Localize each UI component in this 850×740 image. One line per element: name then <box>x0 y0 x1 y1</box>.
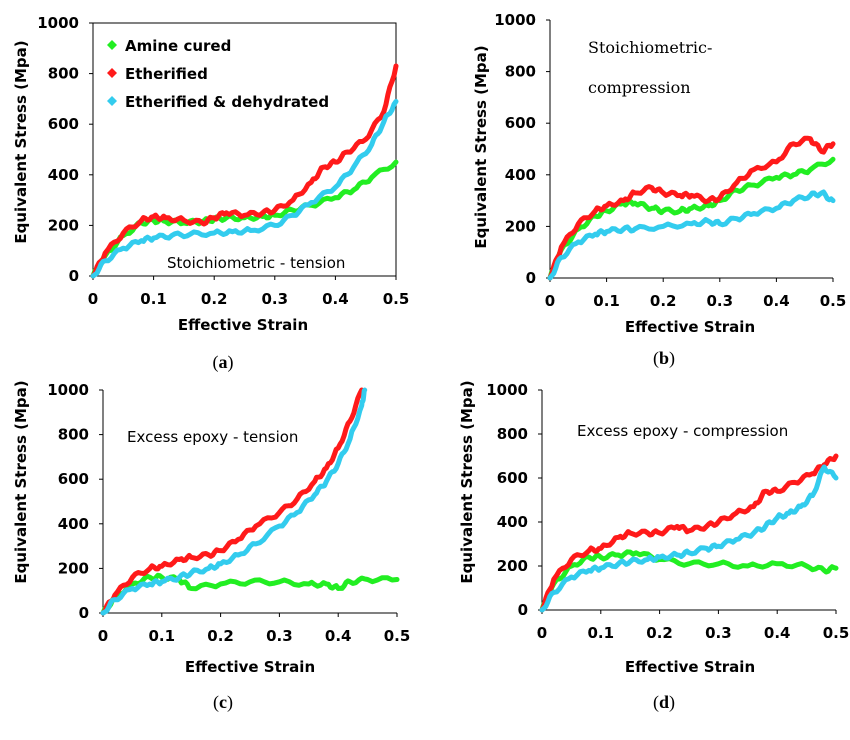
x-tick-label: 0.2 <box>201 290 228 308</box>
x-tick-label: 0.4 <box>764 624 791 642</box>
y-tick-label: 1000 <box>47 381 89 399</box>
x-tick-label: 0.2 <box>646 624 673 642</box>
legend-marker-amine-cured <box>107 40 117 50</box>
series-line-etherified-dehydrated <box>100 387 368 616</box>
series-line-amine-cured <box>539 549 839 613</box>
x-tick-label: 0 <box>98 627 108 645</box>
y-axis-title: Equivalent Stress (Mpa) <box>472 45 490 248</box>
x-axis-title: Effective Strain <box>185 658 315 676</box>
panel-c: Equivalent Stress (Mpa) Effective Strain… <box>12 380 410 676</box>
annotation-line-1: Stoichiometric- <box>588 38 712 57</box>
series-line-etherified <box>547 135 836 281</box>
x-tick-label: 0 <box>88 290 98 308</box>
svg-text:Equivalent Stress (Mpa): Equivalent Stress (Mpa) <box>12 40 30 243</box>
legend-marker-etherified-dehydrated <box>107 96 117 106</box>
y-tick-label: 400 <box>48 166 79 184</box>
x-tick-label: 0.5 <box>383 290 410 308</box>
legend-marker-etherified <box>107 68 117 78</box>
series-line-etherified-dehydrated <box>539 464 839 613</box>
y-tick-label: 600 <box>58 470 89 488</box>
y-tick-label: 400 <box>505 166 536 184</box>
y-tick-label: 0 <box>79 604 89 622</box>
panel-b: Equivalent Stress (Mpa) Effective Strain… <box>472 11 846 336</box>
y-tick-label: 800 <box>58 426 89 444</box>
annotation-line-2: compression <box>588 78 691 97</box>
x-tick-label: 0.5 <box>384 627 411 645</box>
legend-label-amine: Amine cured <box>125 37 231 55</box>
x-tick-label: 0.1 <box>140 290 167 308</box>
y-tick-label: 800 <box>505 63 536 81</box>
x-tick-label: 0.3 <box>262 290 289 308</box>
y-tick-label: 400 <box>497 513 528 531</box>
x-tick-label: 0.4 <box>325 627 352 645</box>
y-tick-label: 800 <box>497 425 528 443</box>
y-tick-label: 400 <box>58 515 89 533</box>
x-tick-label: 0.2 <box>650 292 677 310</box>
panel-d: Equivalent Stress (Mpa) Effective Strain… <box>458 380 849 676</box>
y-tick-label: 200 <box>48 216 79 234</box>
legend-label-etherified: Etherified <box>125 65 208 83</box>
series-line-amine-cured <box>100 572 400 616</box>
x-tick-label: 0.1 <box>588 624 615 642</box>
x-tick-label: 0.4 <box>763 292 790 310</box>
caption-c: (c) <box>213 692 233 713</box>
x-tick-label: 0.5 <box>823 624 850 642</box>
y-tick-label: 200 <box>505 217 536 235</box>
x-tick-label: 0.3 <box>705 624 732 642</box>
y-axis-title: Equivalent Stress (Mpa) <box>12 380 30 583</box>
annotation: Excess epoxy - compression <box>577 422 788 440</box>
annotation: Stoichiometric - tension <box>167 254 345 272</box>
caption-d: (d) <box>653 692 675 713</box>
x-tick-label: 0 <box>537 624 547 642</box>
y-tick-label: 200 <box>58 559 89 577</box>
y-tick-label: 1000 <box>486 381 528 399</box>
y-tick-label: 200 <box>497 557 528 575</box>
series-line-etherified <box>100 387 365 616</box>
x-tick-label: 0.1 <box>593 292 620 310</box>
x-tick-label: 0.5 <box>820 292 847 310</box>
x-axis-title: Effective Strain <box>625 658 755 676</box>
legend: Amine cured Etherified Etherified & dehy… <box>125 37 329 111</box>
series-line-etherified <box>90 63 399 279</box>
legend-label-dehydrated: Etherified & dehydrated <box>125 93 329 111</box>
caption-a: (a) <box>213 352 234 373</box>
y-tick-label: 1000 <box>494 11 536 29</box>
x-tick-label: 0 <box>545 292 555 310</box>
x-tick-label: 0.3 <box>266 627 293 645</box>
x-tick-label: 0.1 <box>149 627 176 645</box>
x-tick-label: 0.2 <box>207 627 234 645</box>
y-tick-label: 800 <box>48 65 79 83</box>
y-tick-label: 0 <box>526 269 536 287</box>
annotation: Excess epoxy - tension <box>127 428 298 446</box>
x-tick-label: 0.4 <box>322 290 349 308</box>
series-line-etherified-dehydrated <box>547 189 836 281</box>
y-tick-label: 1000 <box>37 14 79 32</box>
x-axis-title: Effective Strain <box>178 316 308 334</box>
x-tick-label: 0.3 <box>707 292 734 310</box>
series-line-etherified <box>539 453 839 613</box>
y-tick-label: 600 <box>505 114 536 132</box>
series-line-etherified-dehydrated <box>90 98 399 279</box>
caption-b: (b) <box>653 348 675 369</box>
x-axis-title: Effective Strain <box>625 318 755 336</box>
panel-a: Equivalent Stress (Mpa) Effective Strain… <box>12 14 409 334</box>
series-line-amine-cured <box>547 156 836 281</box>
y-tick-label: 0 <box>518 601 528 619</box>
y-axis-title: Equivalent Stress (Mpa) <box>12 40 30 243</box>
y-tick-label: 600 <box>497 469 528 487</box>
y-tick-label: 600 <box>48 115 79 133</box>
y-axis-title: Equivalent Stress (Mpa) <box>458 380 476 583</box>
y-tick-label: 0 <box>69 267 79 285</box>
